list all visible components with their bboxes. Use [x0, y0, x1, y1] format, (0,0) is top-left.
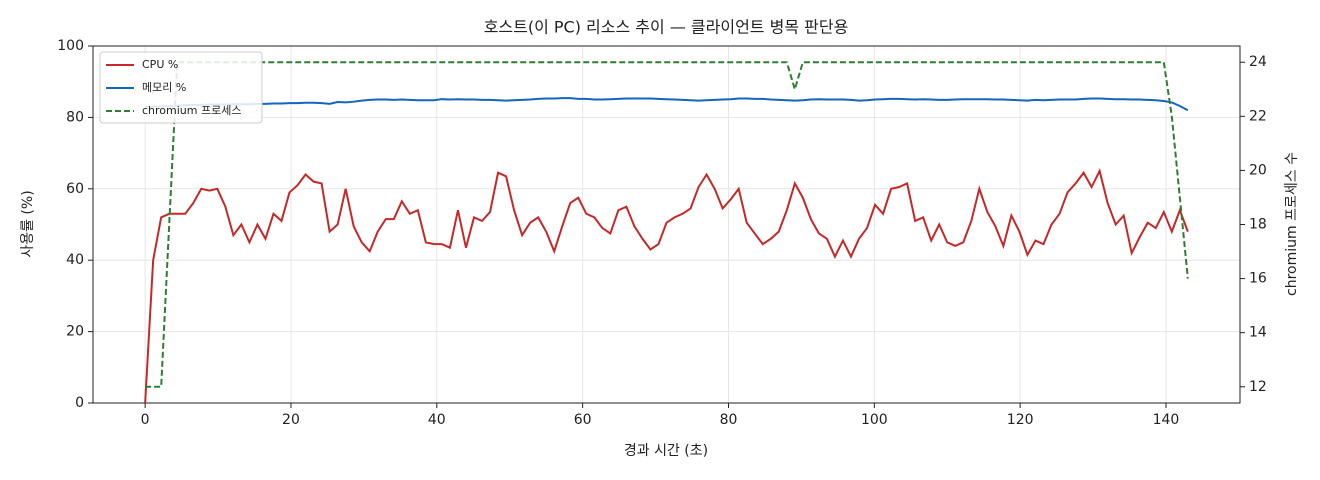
- legend-label: 메모리 %: [142, 81, 186, 94]
- y-tick-label: 20: [66, 324, 84, 340]
- x-tick-label: 140: [1153, 412, 1180, 428]
- y-tick-label: 40: [66, 252, 84, 268]
- y-tick-label: 0: [75, 395, 84, 411]
- legend-box: [99, 51, 263, 124]
- y-tick-label: 60: [66, 181, 84, 197]
- x-tick-label: 60: [574, 412, 592, 428]
- y-axis-label: 사용률 (%): [20, 190, 36, 257]
- y2-tick-label: 18: [1249, 217, 1267, 233]
- y2-tick-label: 20: [1249, 162, 1267, 178]
- y-tick-label: 100: [57, 38, 84, 54]
- x-tick-label: 20: [282, 412, 300, 428]
- y2-tick-label: 12: [1249, 379, 1267, 395]
- y2-tick-label: 22: [1249, 108, 1267, 124]
- series-line: [145, 97, 1189, 112]
- y2-axis-label: chromium 프로세스 수: [1284, 152, 1300, 296]
- plot-frame: [92, 45, 1241, 404]
- x-tick-label: 120: [1007, 412, 1034, 428]
- legend-label: CPU %: [142, 58, 178, 71]
- legend-label: chromium 프로세스: [142, 104, 241, 117]
- y2-tick-label: 24: [1249, 54, 1267, 70]
- y2-tick-label: 14: [1249, 325, 1267, 341]
- y2-tick-label: 16: [1249, 271, 1267, 287]
- y-tick-label: 80: [66, 109, 84, 125]
- series-line: [144, 168, 1189, 404]
- chart-title: 호스트(이 PC) 리소스 추이 — 클라이언트 병목 판단용: [484, 18, 849, 37]
- x-tick-label: 80: [720, 412, 738, 428]
- x-tick-label: 100: [861, 412, 888, 428]
- x-tick-label: 0: [141, 412, 150, 428]
- x-axis-label: 경과 시간 (초): [624, 443, 708, 459]
- x-tick-label: 40: [428, 412, 446, 428]
- series-line: [145, 61, 1189, 388]
